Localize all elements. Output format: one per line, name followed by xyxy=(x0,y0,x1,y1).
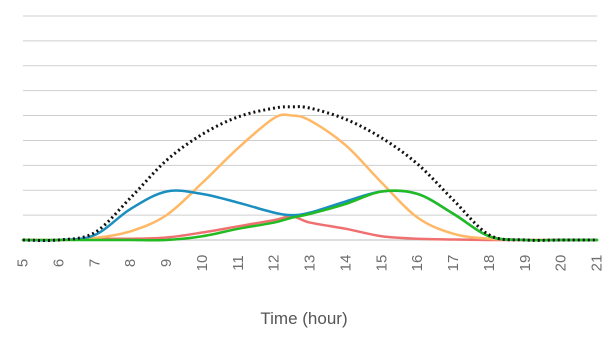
x-axis-title: Time (hour) xyxy=(0,309,608,329)
x-tick-label: 17 xyxy=(445,255,462,272)
x-tick-label: 8 xyxy=(122,259,139,267)
series-lines xyxy=(23,107,597,241)
x-tick-label: 9 xyxy=(158,259,175,267)
gridlines xyxy=(23,16,597,240)
x-tick-label: 15 xyxy=(373,255,390,272)
x-tick-label: 18 xyxy=(481,255,498,272)
x-tick-label: 21 xyxy=(589,255,606,272)
x-tick-label: 14 xyxy=(337,255,354,272)
x-tick-label: 20 xyxy=(553,255,570,272)
x-tick-label: 5 xyxy=(15,259,32,267)
x-tick-label: 16 xyxy=(409,255,426,272)
x-tick-label: 10 xyxy=(194,255,211,272)
series-line-5 xyxy=(23,107,597,241)
x-tick-label: 19 xyxy=(517,255,534,272)
x-tick-label: 6 xyxy=(50,259,67,267)
x-tick-label: 7 xyxy=(86,259,103,267)
x-tick-label: 13 xyxy=(302,255,319,272)
x-tick-label: 12 xyxy=(266,255,283,272)
x-tick-labels: 5 6 7 8 9 10 11 12 13 14 15 16 17 18 19 20 21 xyxy=(15,255,606,272)
x-tick-label: 11 xyxy=(230,255,247,271)
